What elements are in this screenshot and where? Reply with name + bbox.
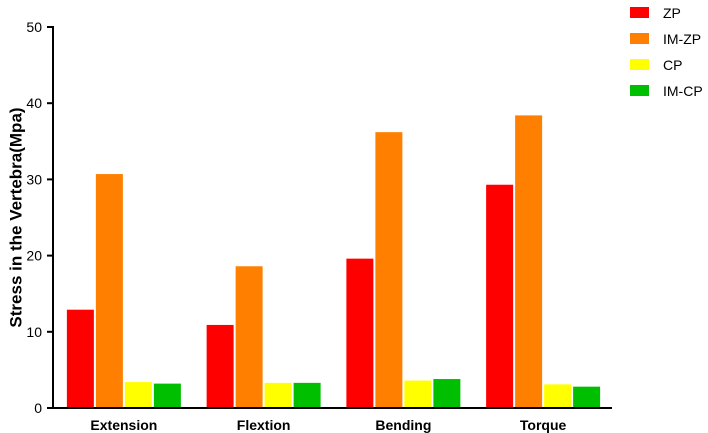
x-tick-labels: Extension Flextion Bending Torque [90,417,566,433]
y-axis-title: Stress in the Vertebra(Mpa) [7,107,26,327]
bars [66,115,601,408]
legend-label: ZP [663,5,681,21]
bar-zp-flextion [206,324,234,408]
bar-im-cp-flextion [293,382,321,408]
bar-zp-extension [66,309,94,408]
legend-label: IM-CP [663,83,703,99]
bar-im-zp-flextion [235,266,263,408]
bar-im-cp-extension [153,383,181,408]
legend-label: CP [663,57,682,73]
bar-cp-torque [544,384,572,408]
bar-im-cp-bending [433,379,461,408]
y-tick-label: 20 [26,248,42,264]
bar-im-zp-extension [95,174,123,408]
legend-swatch [630,59,649,70]
y-tick-label: 40 [26,95,42,111]
bar-zp-torque [486,184,514,408]
axes [47,26,612,409]
bar-cp-extension [124,382,152,408]
y-tick-label: 0 [34,400,42,416]
bar-cp-flextion [264,382,292,408]
bar-zp-bending [346,258,374,408]
legend-swatch [630,7,649,18]
y-tick-label: 30 [26,171,42,187]
bar-im-zp-bending [375,132,403,408]
legend-swatch [630,33,649,44]
legend: ZP IM-ZP CP IM-CP [630,5,703,99]
bar-im-cp-torque [573,386,601,408]
bar-im-zp-torque [515,115,543,408]
legend-swatch [630,85,649,96]
bar-cp-bending [404,380,432,408]
x-tick-label: Extension [90,417,157,433]
y-tick-label: 10 [26,324,42,340]
y-tick-label: 50 [26,19,42,35]
y-ticks: 0 10 20 30 40 50 [26,19,53,416]
x-tick-label: Torque [520,417,567,433]
x-tick-label: Bending [375,417,431,433]
x-tick-label: Flextion [237,417,291,433]
legend-label: IM-ZP [663,31,701,47]
